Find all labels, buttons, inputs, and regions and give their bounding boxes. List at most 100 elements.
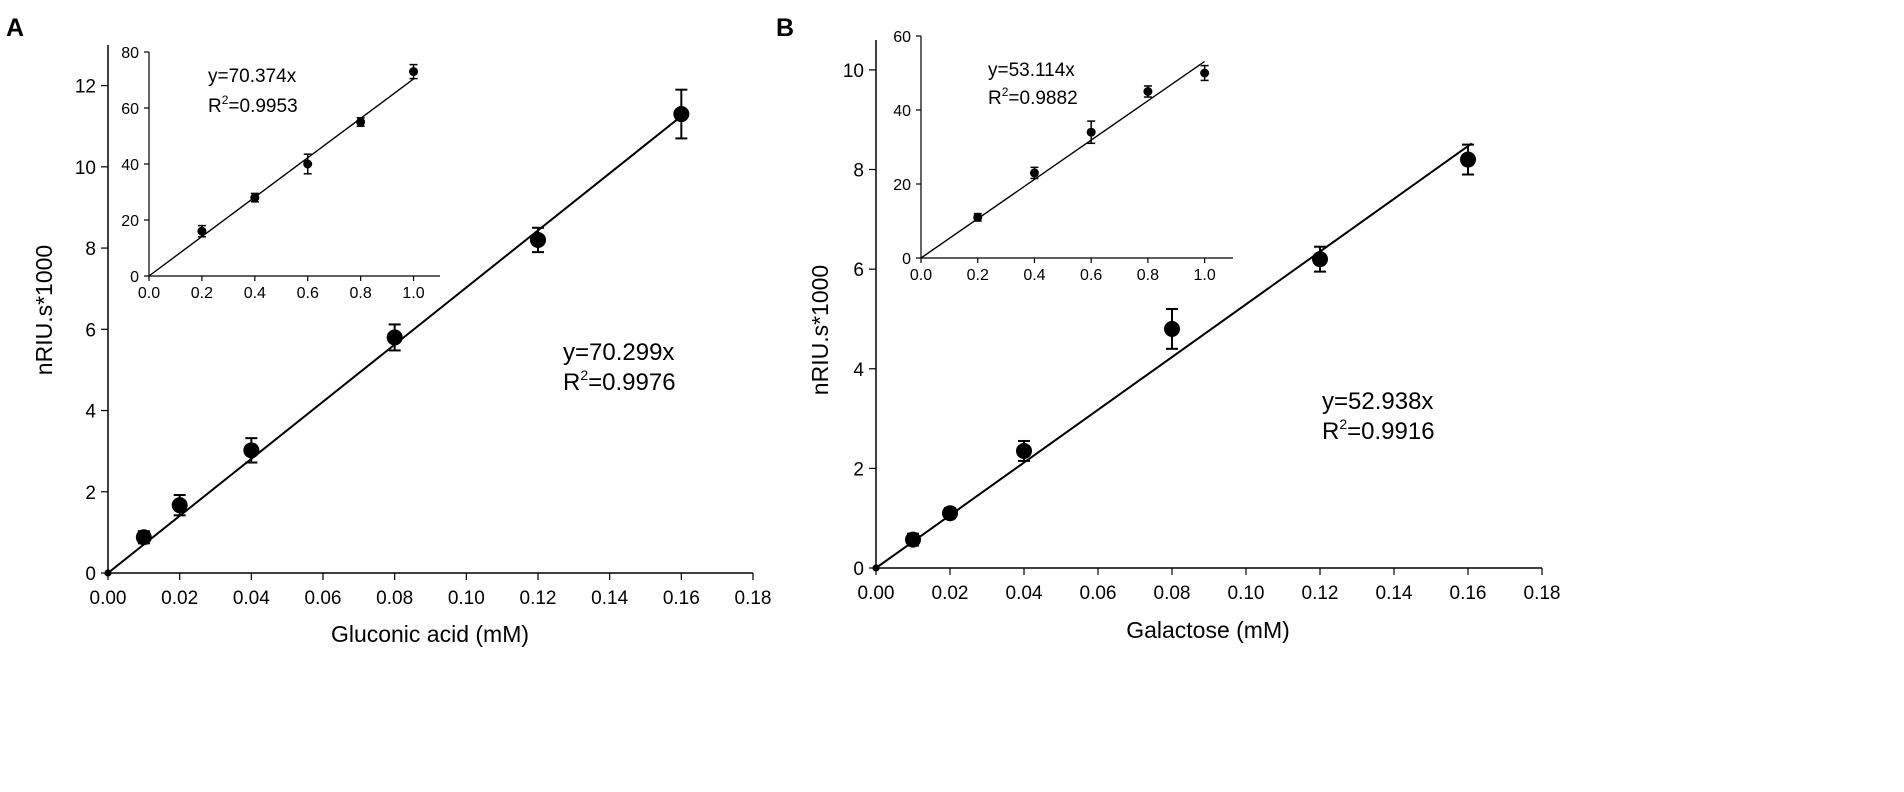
panel-b-y-tick-label: 8 xyxy=(853,161,864,182)
panel-b-inset-x-tick-label: 0.4 xyxy=(1023,267,1045,284)
panel-b-r2-superscript: 2 xyxy=(1339,416,1347,432)
panel-a-equation: y=70.299x xyxy=(563,339,674,366)
panel-a-x-ticks: 0.00 0.02 0.04 0.06 0.08 0.10 0.12 0.14 0.16 0.18 xyxy=(90,573,772,609)
panel-b-x-ticks: 0.00 0.02 0.04 0.06 0.08 0.10 0.12 0.14 0.16 0.18 xyxy=(858,568,1561,604)
panel-b-x-tick-label: 0.10 xyxy=(1228,583,1265,604)
panel-a-y-tick-label: 12 xyxy=(75,77,96,98)
panel-b-equation: y=52.938x xyxy=(1322,388,1433,415)
panel-b-inset-data-point xyxy=(973,212,983,222)
panel-a-inset-x-tick-label: 0.0 xyxy=(138,285,160,302)
panel-a-data-point xyxy=(171,497,188,514)
panel-b-data-point xyxy=(1460,151,1476,168)
panel-a-inset-y-ticks: 0 20 40 60 80 xyxy=(121,45,149,286)
panel-a-inset-x-tick-label: 0.8 xyxy=(350,285,372,302)
panel-b-fit-line xyxy=(875,142,1473,569)
panel-b-y-axis-label: nRIU.s*1000 xyxy=(807,265,833,395)
panel-b-r2-symbol: R xyxy=(1322,418,1339,445)
panel-b-y-tick-label: 4 xyxy=(853,360,864,381)
panel-a-data-point xyxy=(135,529,152,546)
panel-a-inset-fit-line xyxy=(148,78,414,277)
panel-b-inset-data-point xyxy=(1029,168,1039,178)
panel-a-y-tick-label: 4 xyxy=(85,402,96,423)
panel-a-y-tick-label: 6 xyxy=(85,320,96,341)
panel-b-series xyxy=(872,142,1476,572)
panel-b-inset-data-point xyxy=(1143,87,1153,96)
panel-b-x-tick-label: 0.14 xyxy=(1376,583,1413,604)
panel-b-x-tick-label: 0.08 xyxy=(1154,583,1191,604)
panel-a-inset-x-tick-label: 0.2 xyxy=(191,285,213,302)
panel-a-inset-r2-value: =0.9953 xyxy=(228,96,297,117)
panel-b-inset-series xyxy=(920,60,1210,259)
panel-a-data-point xyxy=(530,231,546,248)
panel-a-inset-r2-superscript: 2 xyxy=(222,93,229,107)
panel-b: B 0.00 0.02 0.04 0.06 0.08 0.10 0.12 0.14 0.16 0.… xyxy=(776,14,1560,643)
panel-b-y-tick-label: 0 xyxy=(853,559,864,580)
panel-a-inset-x-ticks: 0.0 0.2 0.4 0.6 0.8 1.0 xyxy=(138,276,425,302)
panel-a-inset-data-point xyxy=(303,159,313,169)
panel-a-inset-x-tick-label: 0.6 xyxy=(297,285,319,302)
panel-b-y-ticks: 0 2 4 6 8 10 xyxy=(843,61,876,580)
panel-a-inset-y-tick-label: 0 xyxy=(130,269,139,286)
panel-a-letter: A xyxy=(6,14,24,42)
panel-b-inset-y-tick-label: 60 xyxy=(893,29,911,46)
panel-b-inset-x-tick-label: 0.2 xyxy=(967,267,989,284)
panel-a-inset-series xyxy=(148,63,419,277)
panel-a-inset-data-point xyxy=(250,193,260,203)
panel-b-x-tick-label: 0.06 xyxy=(1080,583,1117,604)
panel-a-r2-superscript: 2 xyxy=(580,367,588,383)
panel-a-inset-r2-symbol: R xyxy=(208,96,222,117)
panel-a-x-axis-label: Gluconic acid (mM) xyxy=(331,621,529,647)
panel-b-inset-data-point xyxy=(1086,127,1096,137)
panel-b-letter: B xyxy=(776,14,794,42)
panel-b-inset-r2-symbol: R xyxy=(988,88,1002,109)
panel-a-x-tick-label: 0.06 xyxy=(305,588,342,609)
panel-a-series xyxy=(104,88,690,577)
panel-a-y-tick-label: 2 xyxy=(85,483,96,504)
panel-b-inset-x-tick-label: 0.0 xyxy=(910,267,932,284)
panel-a-data-point xyxy=(104,569,112,577)
panel-b-inset-r2: R2=0.9882 xyxy=(988,85,1078,109)
panel-a-y-tick-label: 8 xyxy=(85,239,96,260)
panel-b-inset-equation: y=53.114x xyxy=(988,60,1075,81)
panel-a-x-tick-label: 0.02 xyxy=(161,588,198,609)
panel-b-inset: 0.0 0.2 0.4 0.6 0.8 1.0 0 20 40 60 y=53.114x R2=… xyxy=(893,29,1233,284)
panel-b-inset-y-ticks: 0 20 40 60 xyxy=(893,29,921,268)
panel-b-inset-y-tick-label: 0 xyxy=(902,251,911,268)
panel-b-inset-r2-superscript: 2 xyxy=(1002,85,1009,99)
panel-a-inset: 0.0 0.2 0.4 0.6 0.8 1.0 0 20 40 60 80 y=70.374x R… xyxy=(121,45,440,302)
panel-b-x-tick-label: 0.16 xyxy=(1450,583,1487,604)
panel-a-inset-r2: R2=0.9953 xyxy=(208,93,298,117)
panel-b-y-tick-label: 6 xyxy=(853,260,864,281)
panel-a-x-tick-label: 0.14 xyxy=(591,588,628,609)
panel-a-inset-data-point xyxy=(197,226,207,236)
panel-b-r2: R2=0.9916 xyxy=(1322,416,1435,445)
panel-a-inset-y-tick-label: 60 xyxy=(121,101,139,118)
panel-a-x-tick-label: 0.12 xyxy=(520,588,557,609)
panel-a-y-tick-label: 0 xyxy=(85,564,96,585)
panel-b-inset-x-tick-label: 0.6 xyxy=(1080,267,1102,284)
panel-a-inset-data-point xyxy=(356,117,366,127)
panel-b-data-point xyxy=(872,564,880,572)
panel-a-r2-symbol: R xyxy=(563,369,580,396)
panel-b-data-point xyxy=(1016,442,1032,459)
panel-b-x-tick-label: 0.04 xyxy=(1006,583,1043,604)
panel-b-inset-y-tick-label: 20 xyxy=(893,177,911,194)
panel-a-x-tick-label: 0.04 xyxy=(233,588,270,609)
panel-a-x-tick-label: 0.18 xyxy=(735,588,772,609)
panel-b-inset-y-tick-label: 40 xyxy=(893,103,911,120)
panel-a-inset-y-tick-label: 80 xyxy=(121,45,139,62)
panel-b-data-point xyxy=(1312,251,1328,268)
panel-a-inset-y-tick-label: 20 xyxy=(121,213,139,230)
panel-b-y-tick-label: 10 xyxy=(843,61,864,82)
panel-a-y-tick-label: 10 xyxy=(75,158,96,179)
panel-b-inset-x-ticks: 0.0 0.2 0.4 0.6 0.8 1.0 xyxy=(910,258,1216,284)
panel-b-data-point xyxy=(942,505,958,522)
panel-b-x-tick-label: 0.18 xyxy=(1524,583,1561,604)
panel-a-y-axis-label: nRIU.s*1000 xyxy=(31,245,57,375)
panel-b-y-tick-label: 2 xyxy=(853,459,864,480)
panel-b-x-tick-label: 0.02 xyxy=(932,583,969,604)
panel-a-x-tick-label: 0.10 xyxy=(448,588,485,609)
panel-a-data-point xyxy=(243,442,260,459)
panel-b-x-tick-label: 0.00 xyxy=(858,583,895,604)
